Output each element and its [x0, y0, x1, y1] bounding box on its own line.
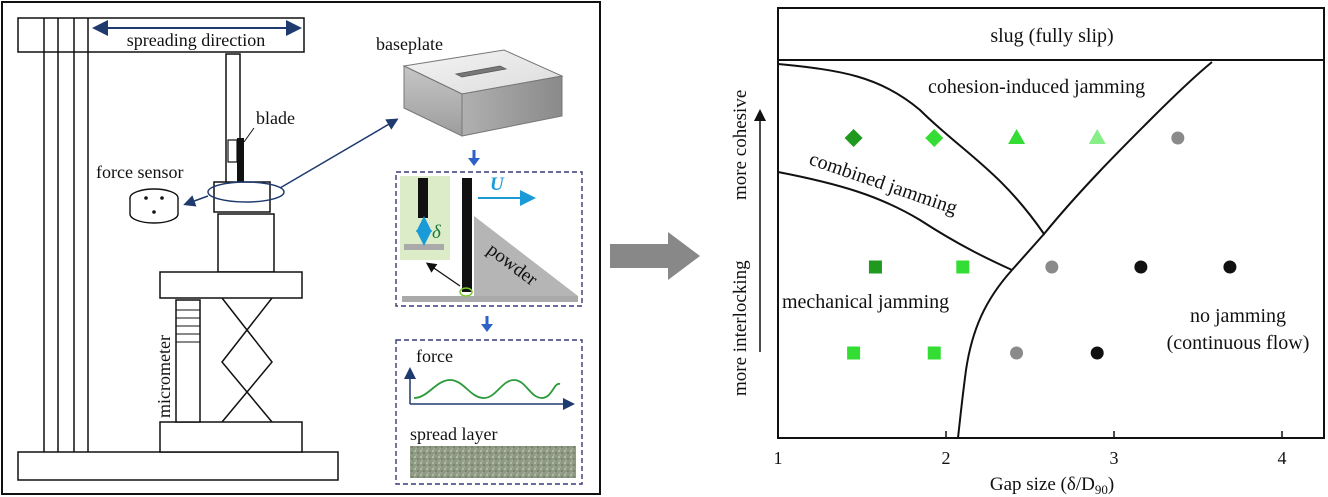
square-marker	[847, 346, 861, 360]
circle-marker	[1090, 346, 1104, 360]
y-label-top: more cohesive	[730, 90, 751, 200]
down-arrow-1	[468, 158, 480, 166]
x-axis-label-main: Gap size (δ/D	[990, 474, 1095, 495]
region-cohesion-label: cohesion-induced jamming	[928, 76, 1145, 98]
x-tick-label: 2	[942, 448, 951, 468]
square-marker	[868, 260, 882, 274]
no-jamming-boundary	[957, 269, 1013, 439]
x-axis-label: Gap size (δ/D90)	[990, 474, 1114, 497]
circle-marker	[1010, 346, 1024, 360]
micrometer	[175, 299, 201, 423]
x-tick-label: 1	[774, 448, 783, 468]
x-axis-ticks: 1 2 3 4	[774, 431, 1287, 468]
map-frame	[777, 7, 1325, 439]
baseplate-label: baseplate	[376, 34, 443, 54]
combined-boundary	[777, 171, 1013, 271]
powder-wedge	[474, 216, 578, 296]
force-label: force	[416, 346, 453, 366]
micrometer-label: micrometer	[154, 335, 174, 418]
spread-layer-label: spread layer	[410, 424, 497, 444]
square-marker	[927, 346, 941, 360]
setup-panel: spreading direction blade force sensor m…	[1, 1, 601, 495]
circle-marker	[1223, 260, 1237, 274]
lift-table-base	[159, 421, 303, 453]
transition-arrow	[610, 232, 700, 280]
zoom-arrow	[279, 118, 399, 189]
circle-marker	[1171, 131, 1185, 145]
velocity-label: U	[490, 174, 505, 195]
scissor-lift	[221, 297, 273, 423]
blade-label: blade	[256, 108, 295, 128]
diamond-marker	[925, 129, 944, 147]
y-label-bottom: more interlocking	[730, 260, 751, 396]
region-continuous-flow-label: (continuous flow)	[1167, 332, 1310, 354]
x-axis-label-close: )	[1108, 474, 1114, 495]
circle-marker	[1134, 260, 1148, 274]
schematic-blade	[462, 178, 472, 292]
circle-marker	[1045, 260, 1059, 274]
sensor-mount	[213, 181, 271, 213]
x-axis-label-sub: 90	[1095, 482, 1108, 497]
region-no-jamming-label: no jamming	[1190, 305, 1286, 327]
cohesion-boundary	[777, 61, 1213, 236]
triangle-marker	[1008, 129, 1026, 144]
x-tick-label: 4	[1278, 448, 1287, 468]
square-marker	[956, 260, 970, 274]
lift-table-top	[159, 271, 303, 299]
force-wave	[413, 379, 561, 399]
force-sensor-label: force sensor	[96, 162, 183, 182]
spreading-direction-label: spreading direction	[127, 30, 265, 50]
base-plate	[17, 451, 339, 481]
gap-delta-label: δ	[432, 222, 442, 243]
region-slug-label: slug (fully slip)	[990, 25, 1113, 47]
blade	[237, 138, 244, 184]
diamond-marker	[844, 129, 863, 147]
x-tick-label: 3	[1110, 448, 1119, 468]
stage-block	[217, 213, 275, 273]
region-mechanical-label: mechanical jamming	[782, 291, 949, 313]
down-arrow-2	[481, 324, 493, 332]
regime-map: slug (fully slip) cohesion-induced jammi…	[730, 7, 1325, 497]
spread-layer-image	[410, 446, 576, 478]
triangle-marker	[1088, 129, 1106, 144]
sensor-highlight-ellipse	[207, 181, 285, 203]
data-markers	[844, 129, 1237, 360]
